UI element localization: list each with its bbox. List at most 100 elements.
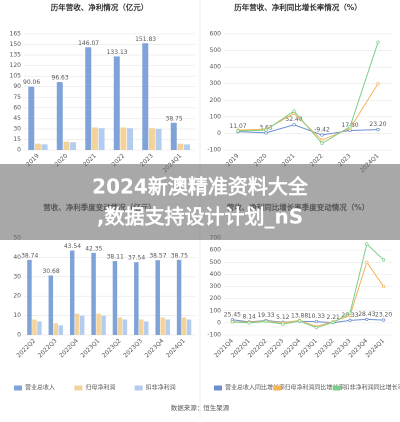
y-tick-label: 500 xyxy=(210,47,222,54)
y-tick-label: 0 xyxy=(217,130,221,137)
bar xyxy=(101,315,106,335)
point xyxy=(230,320,235,324)
y-tick-label: 135 xyxy=(10,52,22,59)
bar xyxy=(165,319,170,335)
data-label: 42.35 xyxy=(85,245,102,252)
bar xyxy=(70,142,77,150)
bar xyxy=(177,143,184,150)
point xyxy=(314,319,319,324)
y-tick-label: 75 xyxy=(13,94,21,101)
bar xyxy=(184,144,191,150)
bar xyxy=(27,259,32,335)
data-label: 38.74 xyxy=(21,252,38,259)
data-label: 13.88 xyxy=(291,313,308,320)
y-tick-label: 15 xyxy=(13,136,21,143)
y-tick-label: 0 xyxy=(17,332,21,339)
legend-label: 归母净利润 xyxy=(85,384,115,392)
data-label: 151.83 xyxy=(135,36,156,43)
legend-label: 扣非净利润 xyxy=(146,384,176,392)
bar xyxy=(120,127,127,150)
banner-line: ,数据支持设计计划_nS xyxy=(97,205,303,229)
data-label: 133.13 xyxy=(107,49,128,56)
point xyxy=(314,326,319,330)
legend-label: 营业总收入同比增长率 xyxy=(225,384,285,392)
y-tick-label: 10 xyxy=(13,312,21,319)
banner-bg xyxy=(0,164,400,240)
bar xyxy=(186,319,192,335)
point xyxy=(348,318,352,323)
legend-label: 归母净利润同比增长率 xyxy=(284,384,344,392)
bar xyxy=(170,122,177,150)
chart-title: 历年营收、净利情况（亿元） xyxy=(51,2,149,12)
bar xyxy=(91,252,96,335)
bar xyxy=(112,261,118,335)
bar xyxy=(117,317,123,335)
data-label: 38.11 xyxy=(107,254,124,261)
point xyxy=(348,125,352,129)
y-tick-label: 165 xyxy=(10,31,22,38)
point xyxy=(320,133,324,137)
legend-swatch xyxy=(14,385,22,391)
point xyxy=(264,131,268,135)
bar xyxy=(79,315,85,335)
point xyxy=(381,318,386,322)
bar xyxy=(58,325,64,335)
point xyxy=(381,258,386,262)
bar xyxy=(134,262,139,335)
bar xyxy=(41,144,48,150)
bar xyxy=(113,56,120,150)
data-label: 19.33 xyxy=(257,312,274,319)
legend-label: 营业总收入 xyxy=(25,384,55,392)
line xyxy=(237,124,379,136)
point xyxy=(320,138,324,142)
bar xyxy=(56,82,63,150)
data-label: -9.42 xyxy=(314,126,330,133)
y-tick-label: 300 xyxy=(210,80,222,87)
y-tick-label: 60 xyxy=(13,104,21,111)
data-label: 2.21 xyxy=(327,314,341,321)
banner-line: 2024新澳精准资料大全 xyxy=(92,175,309,199)
data-label: 5.12 xyxy=(276,314,290,321)
legend-swatch xyxy=(74,385,83,391)
point xyxy=(281,322,285,326)
bar xyxy=(139,319,144,335)
data-label: 23.20 xyxy=(369,121,386,128)
y-tick-label: 45 xyxy=(13,115,21,122)
bar xyxy=(32,319,37,335)
y-tick-label: 40 xyxy=(13,254,21,261)
data-label: 38.75 xyxy=(171,252,188,259)
point xyxy=(381,284,386,289)
point xyxy=(320,141,324,146)
point xyxy=(292,123,296,127)
bar xyxy=(142,43,149,150)
data-label: 43.54 xyxy=(64,243,81,250)
bar xyxy=(37,321,42,335)
legend-swatch xyxy=(214,385,222,391)
y-tick-label: 120 xyxy=(10,62,22,69)
y-tick-label: -100 xyxy=(207,147,221,154)
bar xyxy=(155,128,162,150)
point xyxy=(297,319,302,323)
data-label: 28.43 xyxy=(358,311,375,318)
bar xyxy=(85,47,92,150)
y-tick-label: 400 xyxy=(210,64,222,71)
bar xyxy=(98,128,105,150)
bar xyxy=(69,250,75,335)
charts: 历年营收、净利情况（亿元） 0 15 30 45 60 75 90 105 120 135 150 16… xyxy=(10,2,400,392)
bar xyxy=(122,319,128,335)
y-tick-label: 100 xyxy=(210,113,222,120)
y-tick-label: 200 xyxy=(210,97,222,104)
data-label: 38.75 xyxy=(166,115,183,122)
data-label: 52.40 xyxy=(285,116,302,123)
data-label: 90.06 xyxy=(23,79,40,86)
y-tick-label: 500 xyxy=(210,259,222,266)
bar xyxy=(91,127,98,150)
bar xyxy=(34,143,41,150)
point xyxy=(365,242,369,246)
data-label: 37.54 xyxy=(128,255,145,262)
point xyxy=(376,82,380,86)
y-tick-label: 20 xyxy=(13,293,21,300)
y-tick-label: 0 xyxy=(17,147,21,154)
chart-title: 历年营收、净利同比增长率情况（%） xyxy=(234,2,362,12)
bar xyxy=(127,128,134,150)
